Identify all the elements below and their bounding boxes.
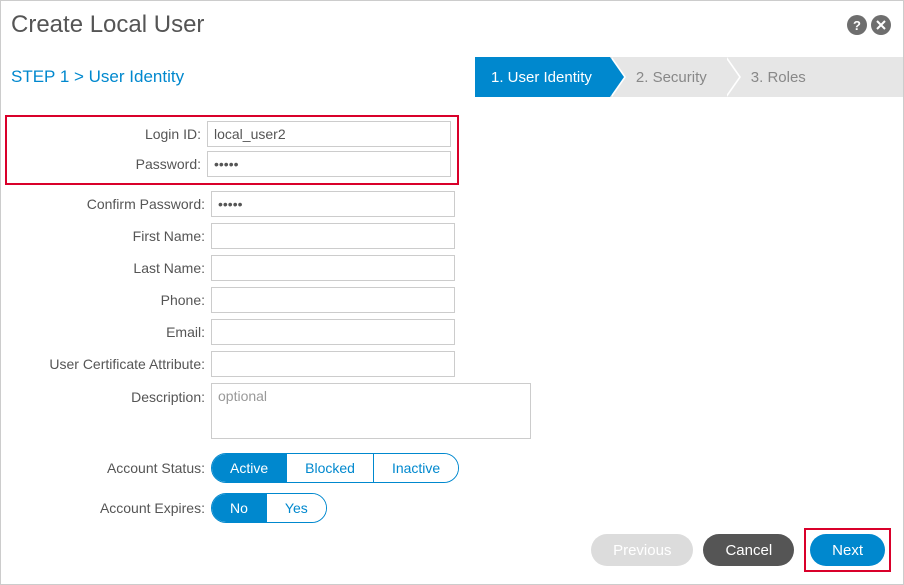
wizard-step-2[interactable]: 2. Security (610, 57, 725, 97)
last-name-input[interactable] (211, 255, 455, 281)
label-confirm-password: Confirm Password: (11, 196, 211, 212)
dialog-header: Create Local User ? (1, 1, 903, 39)
row-confirm-password: Confirm Password: (11, 191, 903, 217)
row-cert-attr: User Certificate Attribute: (11, 351, 903, 377)
help-icon[interactable]: ? (847, 15, 867, 35)
row-account-expires: Account Expires: No Yes (11, 493, 903, 523)
row-first-name: First Name: (11, 223, 903, 249)
wizard-step-label: 3. Roles (751, 69, 806, 86)
subheader-row: STEP 1 > User Identity 1. User Identity … (1, 57, 903, 97)
seg-expires-yes[interactable]: Yes (266, 494, 326, 522)
step-breadcrumb: STEP 1 > User Identity (1, 57, 475, 97)
seg-status-blocked[interactable]: Blocked (286, 454, 373, 482)
email-input[interactable] (211, 319, 455, 345)
label-account-status: Account Status: (11, 460, 211, 476)
cancel-button[interactable]: Cancel (703, 534, 794, 566)
label-account-expires: Account Expires: (11, 500, 211, 516)
row-description: Description: (11, 383, 903, 439)
label-email: Email: (11, 324, 211, 340)
account-status-segmented: Active Blocked Inactive (211, 453, 459, 483)
password-input[interactable] (207, 151, 451, 177)
form-body: Login ID: Password: Confirm Password: Fi… (1, 115, 903, 523)
wizard-step-label: 2. Security (636, 69, 707, 86)
cert-attr-input[interactable] (211, 351, 455, 377)
label-phone: Phone: (11, 292, 211, 308)
previous-button: Previous (591, 534, 693, 566)
dialog-footer: Previous Cancel Next (591, 528, 891, 572)
dialog-title: Create Local User (11, 11, 204, 39)
label-password: Password: (13, 156, 207, 172)
create-local-user-dialog: Create Local User ? STEP 1 > User Identi… (0, 0, 904, 585)
next-button[interactable]: Next (810, 534, 885, 566)
row-email: Email: (11, 319, 903, 345)
label-login-id: Login ID: (13, 126, 207, 142)
confirm-password-input[interactable] (211, 191, 455, 217)
header-icons: ? (847, 15, 891, 35)
phone-input[interactable] (211, 287, 455, 313)
account-expires-segmented: No Yes (211, 493, 327, 523)
description-input[interactable] (211, 383, 531, 439)
wizard-steps: 1. User Identity 2. Security 3. Roles (475, 57, 903, 97)
row-password: Password: (13, 151, 451, 177)
row-phone: Phone: (11, 287, 903, 313)
close-icon[interactable] (871, 15, 891, 35)
first-name-input[interactable] (211, 223, 455, 249)
row-last-name: Last Name: (11, 255, 903, 281)
row-login-id: Login ID: (13, 121, 451, 147)
label-description: Description: (11, 383, 211, 405)
label-first-name: First Name: (11, 228, 211, 244)
wizard-step-3[interactable]: 3. Roles (725, 57, 903, 97)
seg-status-active[interactable]: Active (212, 454, 286, 482)
label-last-name: Last Name: (11, 260, 211, 276)
label-cert-attr: User Certificate Attribute: (11, 356, 211, 372)
row-account-status: Account Status: Active Blocked Inactive (11, 453, 903, 483)
login-id-input[interactable] (207, 121, 451, 147)
highlight-login-password: Login ID: Password: (5, 115, 459, 185)
seg-status-inactive[interactable]: Inactive (373, 454, 458, 482)
wizard-step-label: 1. User Identity (491, 69, 592, 86)
seg-expires-no[interactable]: No (212, 494, 266, 522)
wizard-step-1[interactable]: 1. User Identity (475, 57, 610, 97)
highlight-next: Next (804, 528, 891, 572)
